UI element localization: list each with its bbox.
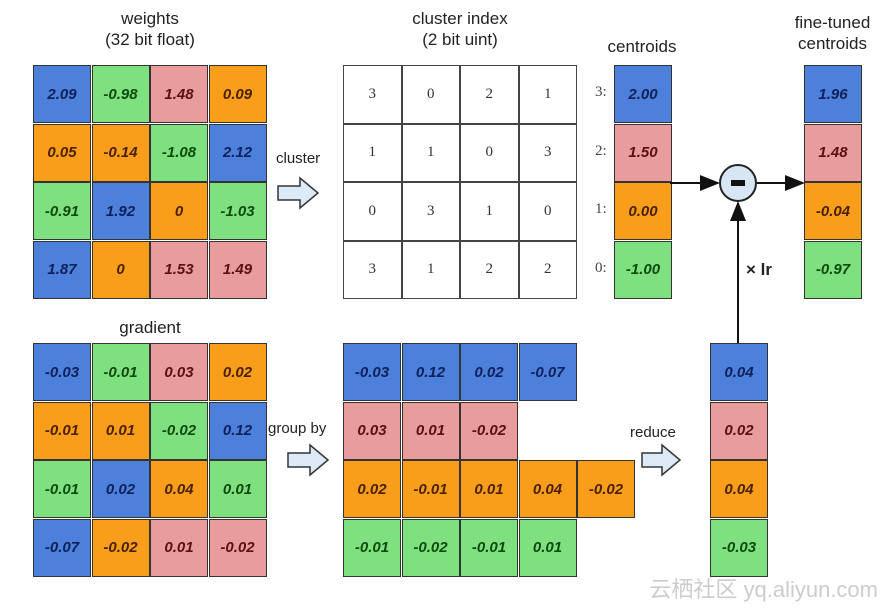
gradient-cell: -0.01 <box>91 343 150 401</box>
weight-cell: 0 <box>91 240 150 299</box>
group-by-label: group by <box>268 420 327 437</box>
cluster-index-cell: 1 <box>343 123 402 182</box>
weight-cell: -1.03 <box>208 182 267 240</box>
fine-tuned-title: fine-tuned centroids <box>794 13 871 53</box>
gradient-cell: 0.03 <box>150 343 208 401</box>
gradient-cell: -0.02 <box>150 401 208 460</box>
weight-cell: 0 <box>150 182 208 240</box>
weight-cell: 2.09 <box>33 65 91 123</box>
gradient-cell: 0.02 <box>91 460 150 518</box>
centroid-index-label: 2: <box>595 142 607 159</box>
gradient-cell: -0.03 <box>33 343 91 401</box>
weight-cell: -0.98 <box>91 65 150 123</box>
cluster-index-cell: 0 <box>460 123 519 182</box>
grouped-gradient-cell: -0.02 <box>460 401 518 460</box>
grouped-gradient-cell: -0.01 <box>460 518 518 577</box>
weight-cell: 1.48 <box>150 65 208 123</box>
weight-cell: 1.53 <box>150 240 208 299</box>
cluster-index-cell: 2 <box>460 240 519 299</box>
grouped-gradient-cell: 0.04 <box>518 460 577 518</box>
centroid-cell: -1.00 <box>614 240 672 299</box>
grouped-gradient-cell: -0.03 <box>343 343 401 401</box>
centroid-index-label: 1: <box>595 201 607 217</box>
weight-cell: 0.05 <box>33 123 91 182</box>
group-by-arrow-icon <box>287 443 330 477</box>
cluster-index-cell: 0 <box>343 182 402 241</box>
weight-cell: -1.08 <box>150 123 208 182</box>
cluster-index-cell: 0 <box>518 182 577 241</box>
fine-tuned-cell: -0.04 <box>804 182 862 240</box>
cluster-index-cell: 3 <box>518 123 577 182</box>
cluster-index-cell: 2 <box>518 240 577 299</box>
gradient-cell: -0.01 <box>33 401 91 460</box>
grouped-gradient-cell: 0.03 <box>343 401 401 460</box>
reduce-label: reduce <box>630 424 676 441</box>
grouped-gradient-cell: -0.02 <box>401 518 460 577</box>
gradient-cell: -0.01 <box>33 460 91 518</box>
grouped-gradient-cell: 0.12 <box>401 343 460 401</box>
reduced-gradient-cell: -0.03 <box>710 518 768 577</box>
gradient-cell: 0.04 <box>150 460 208 518</box>
gradient-cell: 0.01 <box>91 401 150 460</box>
gradient-cell: -0.07 <box>33 518 91 577</box>
gradient-cell: 0.01 <box>150 518 208 577</box>
grouped-gradient-cell: -0.02 <box>577 460 635 518</box>
gradient-title: gradient <box>119 318 181 337</box>
lr-label: × lr <box>746 260 772 279</box>
cluster-index-cell: 1 <box>401 123 460 182</box>
cluster-index-cell: 2 <box>460 65 519 124</box>
cluster-index-cell: 1 <box>401 240 460 299</box>
cluster-index-cell: 1 <box>518 65 577 124</box>
centroid-cell: 2.00 <box>614 65 672 123</box>
watermark: 云栖社区 yq.aliyun.com <box>649 577 878 602</box>
weight-cell: 1.92 <box>91 182 150 240</box>
gradient-cell: -0.02 <box>208 518 267 577</box>
cluster-arrow-icon <box>277 176 320 210</box>
grouped-gradient-cell: 0.02 <box>460 343 518 401</box>
fine-tuned-cell: 1.48 <box>804 123 862 182</box>
cluster-index-cell: 1 <box>460 182 519 241</box>
weight-cell: 1.49 <box>208 240 267 299</box>
grouped-gradient-cell: -0.01 <box>401 460 460 518</box>
cluster-label: cluster <box>276 150 321 167</box>
grouped-gradient-cell: -0.07 <box>518 343 577 401</box>
cluster-index-cell: 3 <box>343 65 402 124</box>
weight-cell: -0.14 <box>91 123 150 182</box>
grouped-gradient-cell: -0.01 <box>343 518 401 577</box>
cluster-index-cell: 0 <box>401 65 460 124</box>
grouped-gradient-cell: 0.01 <box>401 401 460 460</box>
gradient-cell: 0.02 <box>208 343 267 401</box>
reduced-gradient-cell: 0.04 <box>710 343 768 401</box>
reduced-gradient-cell: 0.02 <box>710 401 768 460</box>
centroid-cell: 1.50 <box>614 123 672 182</box>
gradient-cell: 0.12 <box>208 401 267 460</box>
centroid-cell: 0.00 <box>614 182 672 240</box>
weight-cell: 2.12 <box>208 123 267 182</box>
centroids-title: centroids <box>607 37 677 56</box>
weight-cell: -0.91 <box>33 182 91 240</box>
gradient-cell: 0.01 <box>208 460 267 518</box>
centroid-index-label: 3: <box>595 84 607 100</box>
reduce-arrow-icon <box>641 443 682 477</box>
fine-tuned-cell: 1.96 <box>804 65 862 123</box>
cluster-index-title: cluster index (2 bit uint) <box>412 9 508 49</box>
weight-cell: 0.09 <box>208 65 267 123</box>
centroid-index-label: 0: <box>595 259 607 276</box>
weight-cell: 1.87 <box>33 240 91 299</box>
weights-title: weights (32 bit float) <box>105 9 195 49</box>
cluster-index-cell: 3 <box>343 240 402 299</box>
fine-tuned-cell: -0.97 <box>804 240 862 299</box>
cluster-index-cell: 3 <box>401 182 460 241</box>
grouped-gradient-cell: 0.02 <box>343 460 401 518</box>
reduced-gradient-cell: 0.04 <box>710 460 768 518</box>
grouped-gradient-cell: 0.01 <box>460 460 518 518</box>
gradient-cell: -0.02 <box>91 518 150 577</box>
grouped-gradient-cell: 0.01 <box>518 518 577 577</box>
